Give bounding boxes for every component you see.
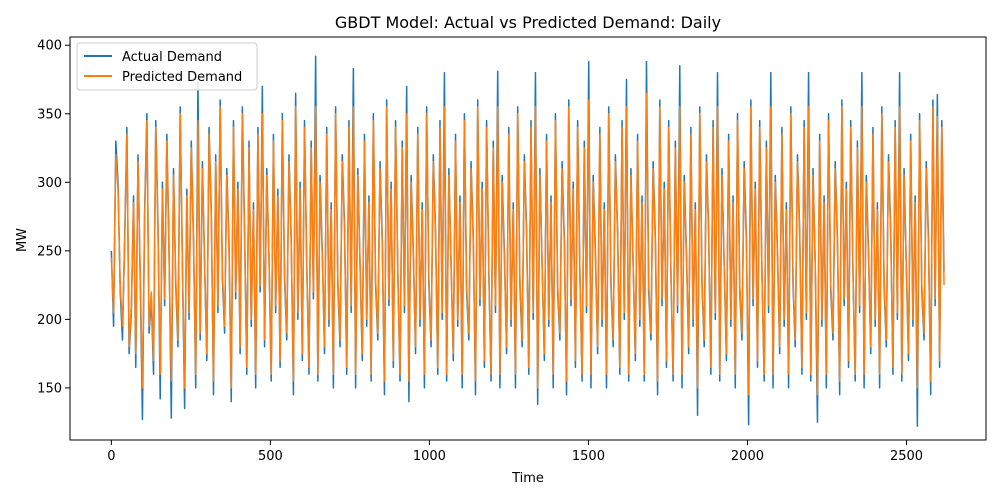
series-layer — [110, 55, 945, 428]
y-tick-label: 350 — [37, 107, 62, 122]
legend-label-actual: Actual Demand — [122, 50, 222, 65]
y-tick-label: 400 — [37, 39, 62, 54]
x-tick-label: 1500 — [572, 449, 605, 464]
y-tick-label: 200 — [37, 313, 62, 328]
x-tick-label: 2500 — [890, 449, 923, 464]
y-axis: 150 200 250 300 350 400 — [37, 39, 70, 396]
plot-frame — [69, 36, 987, 441]
x-tick-label: 1000 — [413, 449, 446, 464]
series-line-predicted-demand — [110, 92, 945, 396]
y-tick-label: 300 — [37, 176, 62, 191]
x-tick-label: 0 — [107, 449, 115, 464]
legend: Actual Demand Predicted Demand — [76, 42, 258, 91]
x-tick-label: 500 — [258, 449, 283, 464]
legend-label-predicted: Predicted Demand — [122, 70, 242, 85]
y-axis-label: MW — [15, 228, 30, 252]
x-tick-label: 2000 — [731, 449, 764, 464]
y-tick-label: 150 — [37, 381, 62, 396]
y-tick-label: 250 — [37, 244, 62, 259]
chart-title: GBDT Model: Actual vs Predicted Demand: … — [335, 13, 721, 32]
x-axis-label: Time — [511, 471, 544, 486]
x-axis: 0 500 1000 1500 2000 2500 — [107, 440, 923, 464]
legend-box — [76, 42, 258, 91]
